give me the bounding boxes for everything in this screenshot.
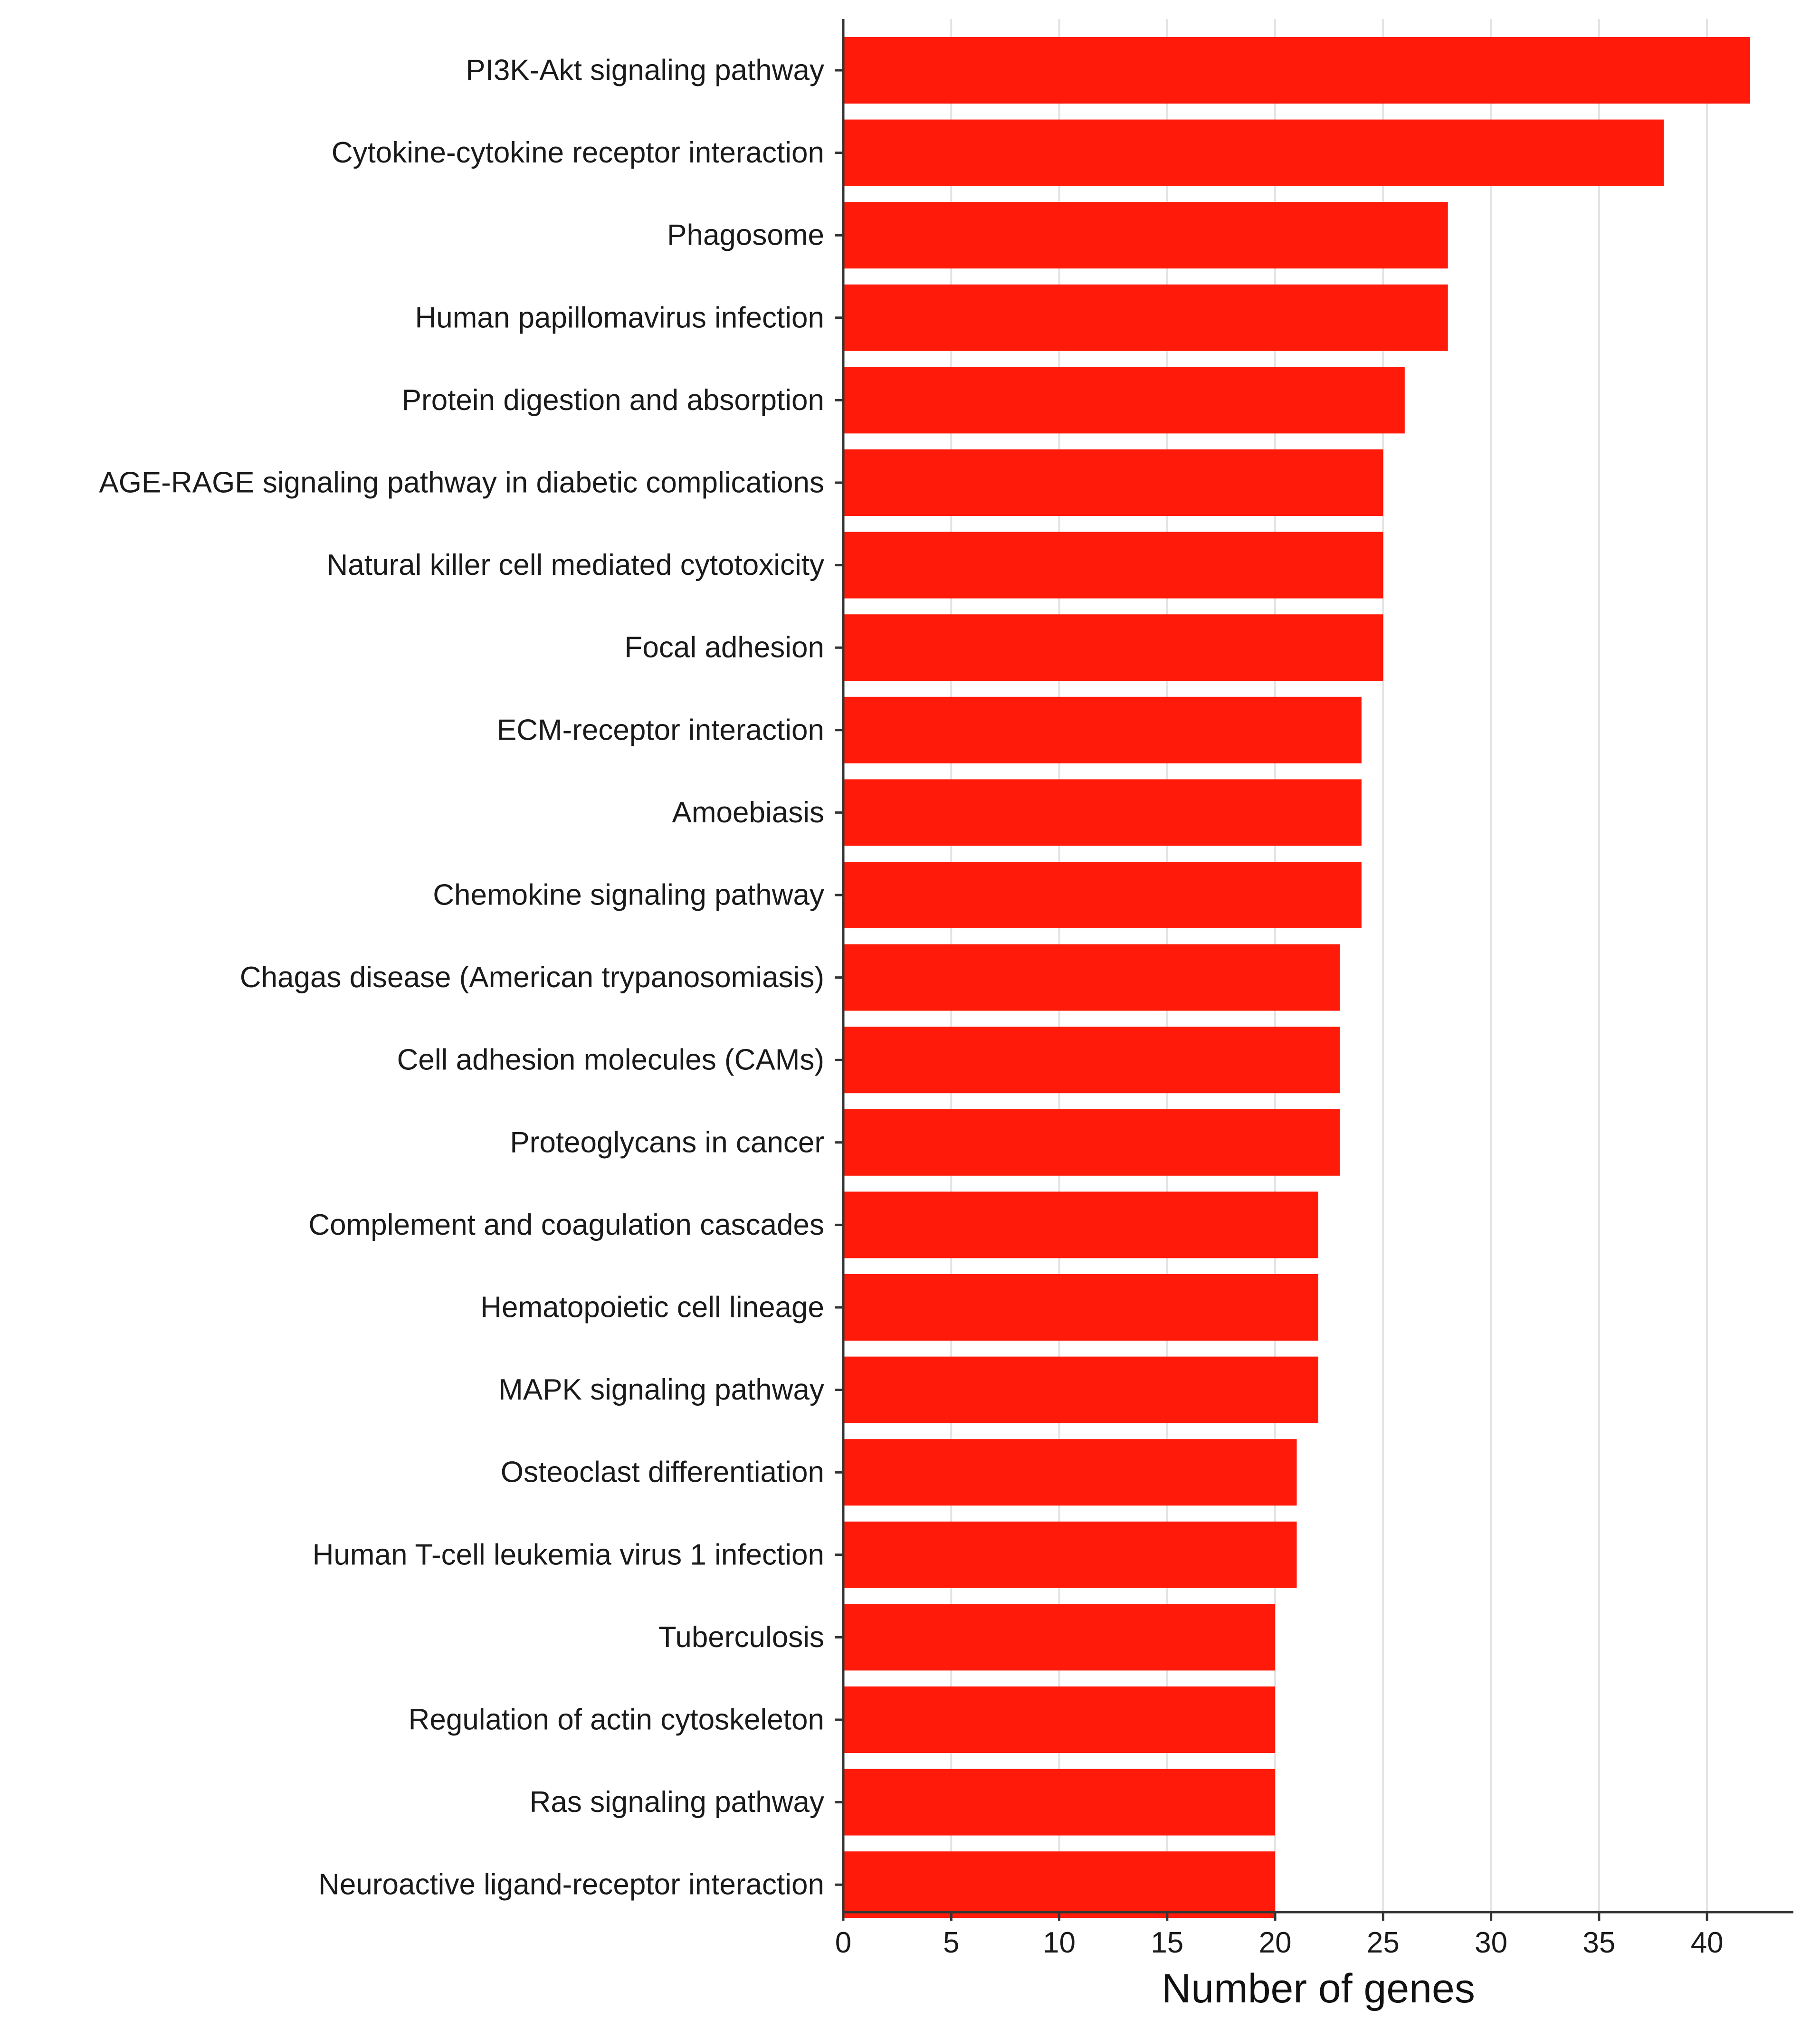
category-label: ECM-receptor interaction (497, 714, 824, 746)
category-label: Natural killer cell mediated cytotoxicit… (327, 549, 825, 581)
category-label: Hematopoietic cell lineage (480, 1291, 824, 1324)
bar-1 (843, 37, 1751, 104)
bar-10 (843, 779, 1362, 846)
bar-22 (843, 1769, 1276, 1836)
bar-4 (843, 284, 1448, 351)
bar-9 (843, 696, 1362, 763)
bar-6 (843, 449, 1383, 516)
category-label: Human T-cell leukemia virus 1 infection (313, 1538, 824, 1571)
x-tick-label: 0 (835, 1926, 851, 1959)
category-label: MAPK signaling pathway (498, 1373, 824, 1406)
x-tick-label: 5 (943, 1926, 959, 1959)
bar-14 (843, 1109, 1340, 1176)
bar-3 (843, 202, 1448, 269)
bars (843, 37, 1751, 1918)
category-label: AGE-RAGE signaling pathway in diabetic c… (99, 467, 824, 499)
x-tick-label: 10 (1043, 1926, 1076, 1959)
x-tick-label: 20 (1259, 1926, 1292, 1959)
bar-17 (843, 1356, 1318, 1423)
category-label: Chemokine signaling pathway (433, 879, 824, 912)
category-label: Focal adhesion (625, 631, 825, 664)
bar-20 (843, 1604, 1276, 1671)
bar-16 (843, 1274, 1318, 1341)
bar-12 (843, 944, 1340, 1011)
x-tick-label: 35 (1582, 1926, 1615, 1959)
category-label: Chagas disease (American trypanosomiasis… (240, 961, 824, 994)
x-axis-title: Number of genes (1162, 1966, 1475, 2011)
bar-5 (843, 367, 1405, 434)
x-tick-label: 15 (1151, 1926, 1183, 1959)
bar-11 (843, 862, 1362, 928)
category-label: Ras signaling pathway (530, 1786, 824, 1819)
bar-8 (843, 614, 1383, 681)
category-label: Human papillomavirus infection (415, 301, 824, 334)
category-label: Amoebiasis (672, 796, 824, 829)
bar-21 (843, 1686, 1276, 1753)
bar-2 (843, 119, 1664, 186)
bar-18 (843, 1439, 1297, 1506)
x-axis-ticks: 0 5 10 15 20 25 30 35 40 (835, 1912, 1724, 1959)
bar-19 (843, 1521, 1297, 1588)
bar-7 (843, 532, 1383, 599)
category-label: Neuroactive ligand-receptor interaction (318, 1868, 824, 1901)
bar-23 (843, 1851, 1276, 1918)
category-label: Protein digestion and absorption (402, 384, 824, 417)
category-label: Complement and coagulation cascades (308, 1209, 824, 1241)
category-label: Tuberculosis (658, 1621, 824, 1654)
category-label: Regulation of actin cytoskeleton (409, 1704, 824, 1736)
category-label: Osteoclast differentiation (501, 1456, 824, 1489)
bar-13 (843, 1027, 1340, 1094)
x-tick-label: 25 (1367, 1926, 1400, 1959)
axes (842, 19, 1793, 1914)
category-label: Cytokine-cytokine receptor interaction (332, 136, 824, 169)
category-label: Cell adhesion molecules (CAMs) (397, 1044, 824, 1076)
category-label: Proteoglycans in cancer (510, 1126, 824, 1159)
x-tick-label: 30 (1475, 1926, 1507, 1959)
y-axis-ticks: PI3K-Akt signaling pathway Cytokine-cytok… (99, 54, 843, 1901)
category-label: Phagosome (667, 219, 824, 252)
x-tick-label: 40 (1691, 1926, 1724, 1959)
bar-15 (843, 1191, 1318, 1258)
category-label: PI3K-Akt signaling pathway (466, 54, 824, 87)
